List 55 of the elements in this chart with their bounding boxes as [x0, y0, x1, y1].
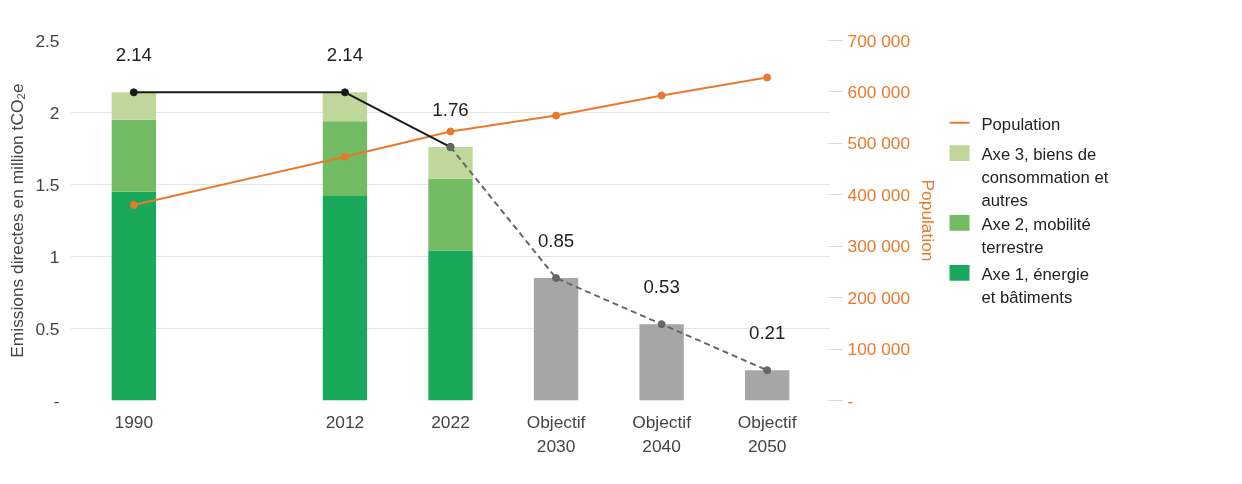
y2-tick-label: 500 000: [847, 133, 911, 154]
y-tick-label: 1.5: [35, 174, 60, 195]
y2-tick-label: 200 000: [847, 287, 911, 308]
bar: [745, 370, 790, 401]
y2-tick-label: 400 000: [847, 184, 911, 205]
y-axis-title: Emissions directes en million tCO₂e: [7, 83, 28, 358]
point: [129, 88, 138, 97]
legend-label: Axe 2, mobilité terrestre: [981, 215, 1091, 257]
bar: [111, 119, 156, 192]
point: [340, 152, 349, 161]
point: [763, 73, 772, 82]
y-tick-label: 2: [49, 102, 60, 123]
data-label: 0.21: [749, 321, 786, 343]
point: [657, 320, 666, 329]
x-tick-label: Objectif 2030: [526, 411, 586, 456]
y2-axis-title: Population: [918, 179, 939, 262]
point: [340, 88, 349, 97]
point: [552, 274, 561, 283]
bar: [322, 121, 368, 197]
point: [129, 201, 138, 210]
bar: [111, 191, 156, 401]
bar: [428, 147, 473, 179]
y2-tick-label: 100 000: [847, 339, 911, 360]
point: [446, 127, 455, 136]
bar: [533, 278, 579, 401]
x-tick-label: Objectif 2040: [632, 411, 692, 456]
data-label: 0.53: [643, 275, 680, 297]
y2-tick-label: 300 000: [847, 236, 911, 257]
y-tick-label: 1: [49, 246, 60, 267]
legend-label: Axe 3, biens de consommation et autres: [981, 145, 1109, 210]
x-tick-label: 2022: [431, 411, 470, 432]
bar: [322, 92, 368, 122]
x-tick-label: Objectif 2050: [737, 411, 797, 456]
data-label: 0.85: [537, 229, 575, 251]
y-tick-label: 2.5: [35, 30, 60, 51]
x-tick-label: 2012: [325, 411, 365, 432]
y2-tick-label: 700 000: [847, 30, 911, 51]
y-tick-label: -: [53, 390, 60, 411]
data-label: 1.76: [432, 98, 469, 120]
point: [552, 111, 561, 120]
bar: [111, 92, 156, 120]
x-tick-label: 1990: [114, 411, 154, 432]
bar: [428, 178, 473, 251]
bar: [639, 324, 684, 401]
point: [763, 366, 772, 375]
data-label: 2.14: [115, 43, 152, 65]
bar: [428, 250, 473, 401]
y2-tick-label: 600 000: [847, 81, 911, 102]
y-tick-label: 0.5: [35, 318, 60, 339]
legend-label: Axe 1, énergie et bâtiments: [981, 265, 1089, 307]
y2-tick-label: -: [847, 390, 854, 411]
bar: [322, 196, 368, 401]
point: [657, 91, 666, 100]
data-label: 2.14: [326, 43, 364, 65]
legend-label: Population: [981, 114, 1061, 134]
